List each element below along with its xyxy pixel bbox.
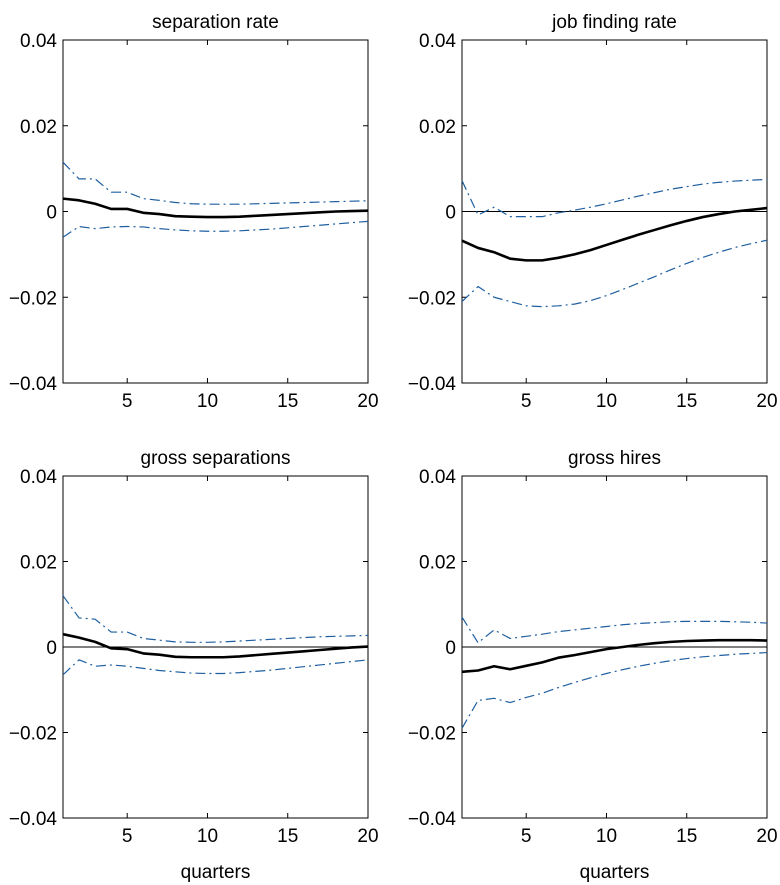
x-axis-label: quarters [181, 862, 251, 883]
y-tick-label: 0.04 [20, 467, 57, 488]
y-tick-label: 0.04 [419, 31, 456, 52]
series-line-estimate [461, 206, 768, 262]
x-tick-label: 15 [277, 826, 298, 847]
y-tick-label: −0.02 [408, 724, 456, 745]
panel-job-finding-rate: job finding rate −0.04 −0.02 0 0.02 0.04 5 10 1… [408, 12, 778, 412]
series-line-upper-band [461, 616, 768, 644]
y-tick-label: 0 [445, 203, 456, 224]
x-tick-label: 15 [676, 391, 697, 412]
series-line-upper-band [62, 595, 369, 643]
y-tick-label: 0 [445, 638, 456, 659]
series-line-estimate [461, 638, 768, 674]
x-tick-label: 10 [596, 391, 617, 412]
y-tick-label: −0.02 [408, 288, 456, 309]
x-tick-label: 10 [197, 391, 218, 412]
series-line-lower-band [62, 659, 369, 676]
panel-gross-hires: gross hires quarters −0.04 −0.02 0 0.02 0.04… [408, 448, 778, 883]
x-tick-label: 15 [676, 826, 697, 847]
series-line-upper-band [62, 161, 369, 205]
series-line-estimate [62, 632, 369, 659]
y-tick-label: 0 [46, 203, 57, 224]
panel-title: gross separations [141, 448, 291, 469]
x-tick-label: 5 [521, 391, 532, 412]
y-tick-label: −0.04 [9, 374, 58, 395]
x-axis-label: quarters [580, 862, 650, 883]
x-tick-label: 20 [357, 391, 378, 412]
x-tick-label: 10 [197, 826, 218, 847]
y-tick-label: 0.04 [419, 467, 456, 488]
y-tick-label: 0.02 [20, 117, 57, 138]
series-line-upper-band [461, 178, 768, 218]
panel-title: separation rate [152, 12, 279, 33]
x-tick-label: 20 [756, 391, 777, 412]
y-tick-label: −0.04 [408, 809, 457, 830]
x-tick-label: 15 [277, 391, 298, 412]
y-tick-label: 0.02 [419, 117, 456, 138]
panel-separation-rate: separation rate −0.04 −0.02 0 0.02 0.04 5 10 15… [9, 12, 379, 412]
series-line-lower-band [461, 651, 768, 729]
series-line-estimate [62, 197, 369, 219]
y-tick-label: −0.02 [9, 288, 57, 309]
panel-title: job finding rate [551, 12, 677, 33]
y-tick-label: −0.02 [9, 724, 57, 745]
y-tick-label: −0.04 [9, 809, 58, 830]
y-tick-label: 0.02 [20, 553, 57, 574]
x-tick-label: 5 [521, 826, 532, 847]
y-tick-label: 0 [46, 638, 57, 659]
series-line-lower-band [62, 220, 369, 238]
x-tick-label: 5 [122, 826, 133, 847]
panel-title: gross hires [568, 448, 661, 469]
x-tick-label: 5 [122, 391, 133, 412]
y-tick-label: 0.04 [20, 31, 57, 52]
y-tick-label: −0.04 [408, 374, 457, 395]
panel-gross-separations: gross separations quarters −0.04 −0.02 0 0.… [9, 448, 379, 883]
x-tick-label: 10 [596, 826, 617, 847]
x-tick-label: 20 [357, 826, 378, 847]
series-line-lower-band [461, 239, 768, 308]
x-tick-label: 20 [756, 826, 777, 847]
y-tick-label: 0.02 [419, 553, 456, 574]
